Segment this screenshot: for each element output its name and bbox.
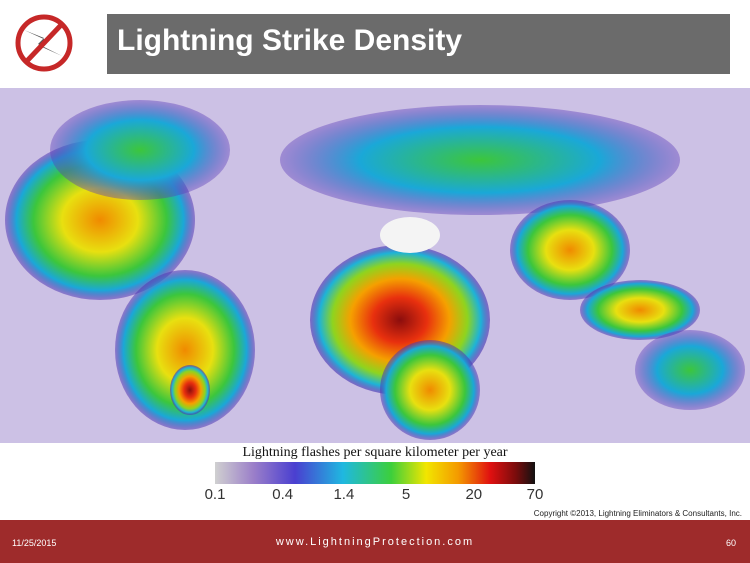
legend-tick-label: 20 (465, 486, 483, 503)
legend-tick-label: 0.4 (272, 486, 294, 503)
copyright: Copyright ©2013, Lightning Eliminators &… (533, 509, 742, 518)
legend-ticks: 0.1 0.4 1.4 5 20 70 (0, 486, 750, 506)
legend-tick-label: 5 (401, 486, 411, 503)
footer-website: www.LightningProtection.com (275, 536, 475, 548)
legend-tick-label: 70 (526, 486, 544, 503)
footer-date: 11/25/2015 (12, 538, 57, 548)
legend-tick-label: 1.4 (333, 486, 355, 503)
footer-bar (0, 520, 750, 563)
slide-title: Lightning Strike Density (117, 24, 463, 57)
logo (15, 14, 73, 72)
legend-label: Lightning flashes per square kilometer p… (242, 445, 508, 460)
footer-page: 60 (725, 538, 736, 548)
title-bar (107, 14, 730, 74)
legend-tick-label: 0.1 (204, 486, 226, 503)
color-bar (215, 462, 535, 484)
lightning-map (0, 88, 750, 443)
